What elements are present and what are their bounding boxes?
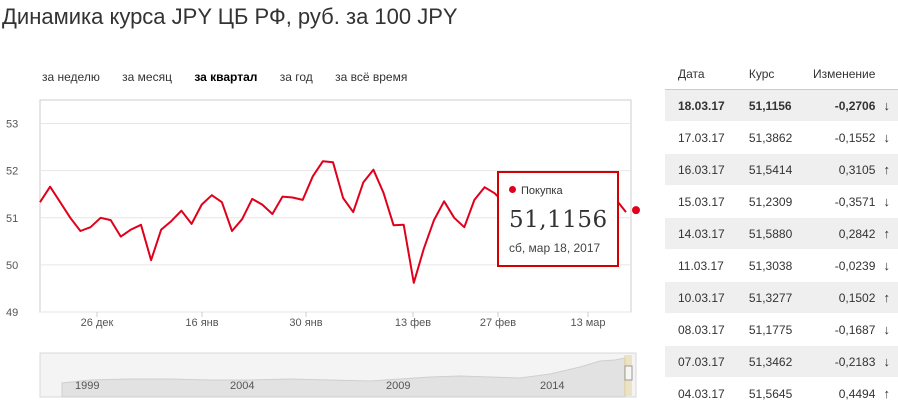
arrow-up-icon: ↑ — [875, 378, 898, 410]
x-tick-label: 16 янв — [185, 317, 218, 329]
x-tick-label: 27 фев — [480, 317, 516, 329]
arrow-up-icon: ↑ — [875, 218, 898, 250]
y-tick-label: 53 — [6, 119, 18, 131]
row-rate: 51,3862 — [749, 122, 813, 154]
row-rate: 51,1156 — [749, 90, 813, 122]
arrow-up-icon: ↑ — [875, 154, 898, 186]
header-date[interactable]: Дата — [665, 58, 749, 90]
y-tick-label: 52 — [6, 166, 18, 178]
arrow-down-icon: ↓ — [875, 122, 898, 154]
row-date: 04.03.17 — [665, 378, 749, 410]
row-change: -0,1687 — [813, 314, 875, 346]
row-date: 08.03.17 — [665, 314, 749, 346]
header-arrow — [875, 58, 898, 90]
y-axis: 49 50 51 52 53 — [6, 119, 18, 319]
arrow-down-icon: ↓ — [875, 346, 898, 378]
row-date: 17.03.17 — [665, 122, 749, 154]
row-rate: 51,3277 — [749, 282, 813, 314]
navigator-handle[interactable] — [625, 366, 632, 380]
row-rate: 51,5880 — [749, 218, 813, 250]
row-rate: 51,5645 — [749, 378, 813, 410]
navigator-year-2004: 2004 — [230, 380, 254, 392]
last-point-marker[interactable] — [632, 206, 640, 214]
tooltip-value: 51,1156 — [509, 207, 608, 233]
table-header: Дата Курс Изменение — [665, 58, 898, 90]
tooltip-series: Покупка — [509, 185, 563, 197]
row-rate: 51,3038 — [749, 250, 813, 282]
row-change: -0,1552 — [813, 122, 875, 154]
row-change: 0,3105 — [813, 154, 875, 186]
tooltip-date: сб, мар 18, 2017 — [509, 241, 600, 255]
row-rate: 51,5414 — [749, 154, 813, 186]
value-tooltip: Покупка 51,1156 сб, мар 18, 2017 — [497, 171, 619, 267]
row-rate: 51,1775 — [749, 314, 813, 346]
row-date: 10.03.17 — [665, 282, 749, 314]
header-change[interactable]: Изменение — [813, 58, 875, 90]
row-date: 14.03.17 — [665, 218, 749, 250]
x-tick-label: 13 фев — [395, 317, 431, 329]
navigator[interactable]: 1999 2004 2009 2014 — [40, 353, 636, 397]
row-rate: 51,3462 — [749, 346, 813, 378]
row-date: 18.03.17 — [665, 90, 749, 122]
navigator-year-1999: 1999 — [75, 380, 99, 392]
arrow-down-icon: ↓ — [875, 314, 898, 346]
row-date: 16.03.17 — [665, 154, 749, 186]
arrow-down-icon: ↓ — [875, 186, 898, 218]
y-tick-label: 51 — [6, 213, 18, 225]
row-date: 11.03.17 — [665, 250, 749, 282]
arrow-down-icon: ↓ — [875, 250, 898, 282]
row-change: 0,4494 — [813, 378, 875, 410]
x-axis: 26 дек 16 янв 30 янв 13 фев 27 фев 13 мар — [81, 312, 606, 329]
row-change: -0,2183 — [813, 346, 875, 378]
arrow-down-icon: ↓ — [875, 90, 898, 122]
x-tick-label: 13 мар — [570, 317, 605, 329]
tooltip-series-label: Покупка — [521, 185, 563, 197]
y-tick-label: 50 — [6, 260, 18, 272]
x-tick-label: 30 янв — [289, 317, 322, 329]
row-rate: 51,2309 — [749, 186, 813, 218]
navigator-year-2014: 2014 — [540, 380, 564, 392]
arrow-up-icon: ↑ — [875, 282, 898, 314]
navigator-year-2009: 2009 — [386, 380, 410, 392]
row-change: -0,2706 — [813, 90, 875, 122]
row-date: 07.03.17 — [665, 346, 749, 378]
header-rate[interactable]: Курс — [749, 58, 813, 90]
row-change: 0,1502 — [813, 282, 875, 314]
row-change: -0,0239 — [813, 250, 875, 282]
y-tick-label: 49 — [6, 307, 18, 319]
row-change: -0,3571 — [813, 186, 875, 218]
row-date: 15.03.17 — [665, 186, 749, 218]
row-change: 0,2842 — [813, 218, 875, 250]
series-dot-icon — [509, 186, 516, 193]
x-tick-label: 26 дек — [81, 317, 114, 329]
